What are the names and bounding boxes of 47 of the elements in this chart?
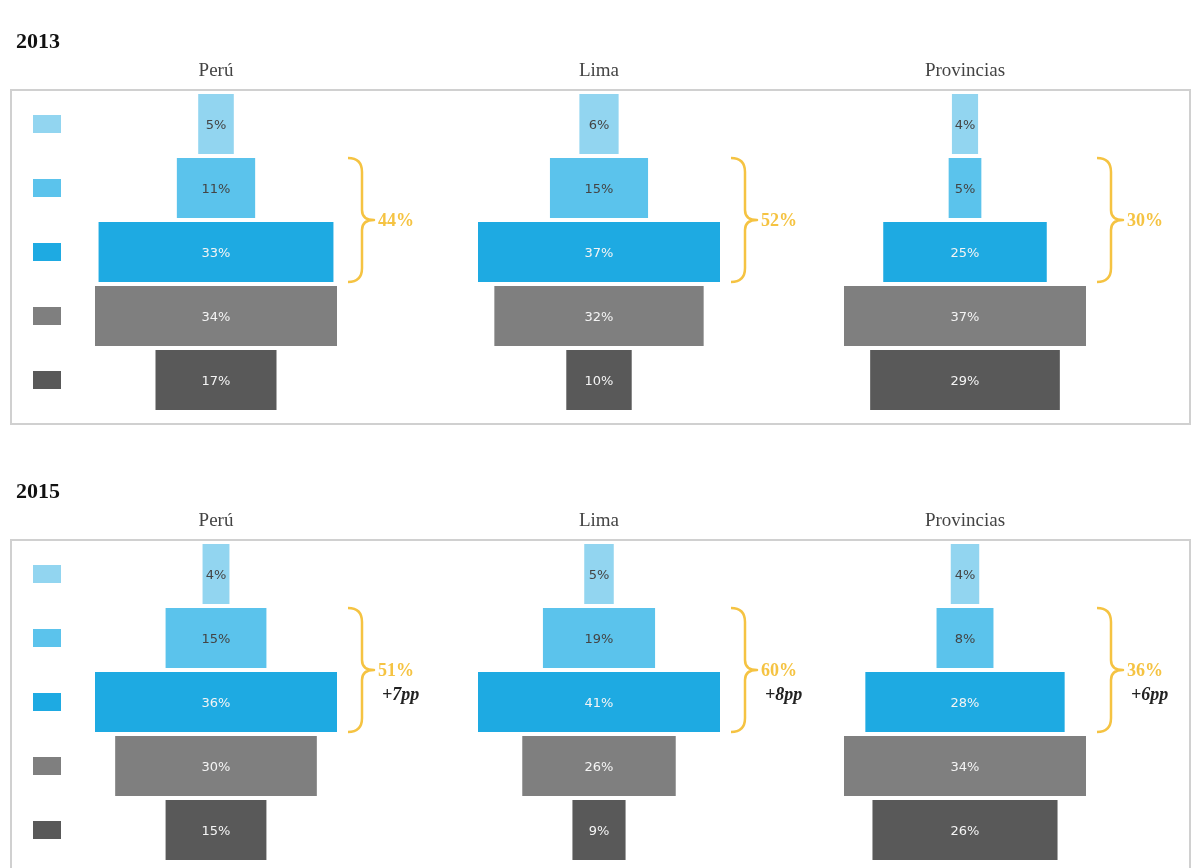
data-label: 36% bbox=[201, 695, 231, 710]
text: +6pp bbox=[1131, 684, 1169, 704]
data-label: 26% bbox=[950, 823, 980, 838]
data-label: 37% bbox=[950, 309, 980, 324]
text: 51% bbox=[378, 660, 414, 680]
data-label: 41% bbox=[584, 695, 614, 710]
text: +7pp bbox=[382, 684, 420, 704]
data-label: 9% bbox=[588, 823, 610, 838]
data-label: 32% bbox=[584, 309, 614, 324]
text: Lima bbox=[578, 59, 620, 80]
data-label: 34% bbox=[950, 759, 980, 774]
data-label: 15% bbox=[201, 823, 231, 838]
data-label: 4% bbox=[954, 117, 976, 132]
text: 44% bbox=[378, 210, 414, 230]
data-label: 5% bbox=[205, 117, 227, 132]
data-label: 5% bbox=[588, 567, 610, 582]
data-label: 30% bbox=[201, 759, 231, 774]
data-label: 26% bbox=[584, 759, 614, 774]
text: 2015 bbox=[16, 478, 60, 503]
data-label: 15% bbox=[201, 631, 231, 646]
text: 60% bbox=[761, 660, 797, 680]
data-label: 29% bbox=[950, 373, 980, 388]
text: +8pp bbox=[765, 684, 803, 704]
data-label: 25% bbox=[950, 245, 980, 260]
text: Provincias bbox=[924, 509, 1006, 530]
text: 36% bbox=[1127, 660, 1163, 680]
data-label: 37% bbox=[584, 245, 614, 260]
data-label: 34% bbox=[201, 309, 231, 324]
text: Provincias bbox=[924, 59, 1006, 80]
text: Lima bbox=[578, 509, 620, 530]
data-label: 10% bbox=[584, 373, 614, 388]
data-label: 5% bbox=[954, 181, 976, 196]
data-label: 4% bbox=[205, 567, 227, 582]
data-label: 33% bbox=[201, 245, 231, 260]
data-label: 28% bbox=[950, 695, 980, 710]
data-label: 8% bbox=[954, 631, 976, 646]
data-label: 15% bbox=[584, 181, 614, 196]
text: 2013 bbox=[16, 28, 60, 53]
text: 52% bbox=[761, 210, 797, 230]
data-label: 4% bbox=[954, 567, 976, 582]
data-label: 11% bbox=[201, 181, 231, 196]
text: Perú bbox=[198, 509, 234, 530]
data-label: 6% bbox=[588, 117, 610, 132]
data-label: 19% bbox=[584, 631, 614, 646]
data-label: 17% bbox=[201, 373, 231, 388]
text: 30% bbox=[1127, 210, 1163, 230]
text: Perú bbox=[198, 59, 234, 80]
